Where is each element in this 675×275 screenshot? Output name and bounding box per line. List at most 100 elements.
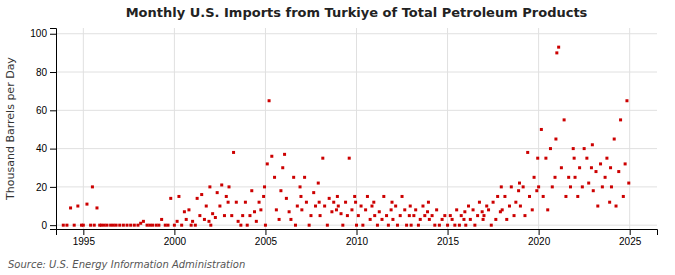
y-grid-line <box>56 225 657 226</box>
point <box>624 162 627 165</box>
point <box>232 151 235 154</box>
point <box>458 224 461 227</box>
point <box>264 224 267 227</box>
point <box>268 99 271 102</box>
point <box>91 185 94 188</box>
point <box>399 214 402 217</box>
point <box>209 224 212 227</box>
point <box>194 224 197 227</box>
point <box>421 205 424 208</box>
x-axis-line <box>57 230 658 236</box>
y-tick-label: 100 <box>30 28 47 39</box>
point <box>409 205 412 208</box>
point <box>472 208 475 211</box>
point <box>244 201 247 204</box>
point <box>615 205 618 208</box>
point <box>326 224 329 227</box>
y-tick-mark <box>50 110 56 111</box>
point <box>93 224 96 227</box>
point <box>590 166 593 169</box>
point <box>73 224 76 227</box>
x-tick-label: 1995 <box>73 236 96 247</box>
point <box>230 214 233 217</box>
y-axis-title: Thousand Barrels per Day <box>4 57 17 201</box>
y-tick-mark <box>50 72 56 73</box>
x-tick: 2025 <box>619 229 642 247</box>
point <box>563 118 566 121</box>
point <box>346 214 349 217</box>
y-tick: 20 <box>36 182 56 193</box>
point <box>288 210 291 213</box>
x-tick: 2010 <box>346 229 369 247</box>
point <box>160 218 163 221</box>
point <box>357 214 360 217</box>
point <box>494 218 497 221</box>
point <box>446 224 449 227</box>
point <box>412 214 415 217</box>
chart-title: Monthly U.S. Imports from Turkiye of Tot… <box>126 5 588 20</box>
point <box>223 214 226 217</box>
point <box>273 176 276 179</box>
point <box>473 224 476 227</box>
point <box>485 205 488 208</box>
point <box>82 224 85 227</box>
point <box>155 224 158 227</box>
point <box>308 224 311 227</box>
x-grid-line <box>629 28 630 229</box>
x-tick-label: 2010 <box>346 236 369 247</box>
point <box>608 201 611 204</box>
point <box>428 218 431 221</box>
point <box>528 195 531 198</box>
point <box>176 220 179 223</box>
point <box>492 201 495 204</box>
x-grid-line <box>265 28 266 229</box>
point <box>200 193 203 196</box>
point <box>581 185 584 188</box>
point <box>95 206 98 209</box>
point <box>382 195 385 198</box>
point <box>318 201 321 204</box>
point <box>572 147 575 150</box>
point <box>410 224 413 227</box>
x-tick-mark <box>539 229 540 235</box>
point <box>183 210 186 213</box>
point <box>263 185 266 188</box>
point <box>438 224 441 227</box>
point <box>610 185 613 188</box>
point <box>554 176 557 179</box>
y-tick-mark <box>50 149 56 150</box>
point <box>583 147 586 150</box>
point <box>259 208 262 211</box>
point <box>164 224 167 227</box>
point <box>348 157 351 160</box>
point <box>560 166 563 169</box>
point <box>373 214 376 217</box>
y-tick: 0 <box>41 220 56 231</box>
point <box>292 176 295 179</box>
point <box>605 157 608 160</box>
point <box>136 224 139 227</box>
y-tick-label: 0 <box>41 220 47 231</box>
point <box>85 203 88 206</box>
x-tick-label: 2005 <box>255 236 278 247</box>
point <box>573 157 576 160</box>
point <box>519 205 522 208</box>
point <box>180 224 183 227</box>
point <box>246 224 249 227</box>
y-tick: 100 <box>30 28 56 39</box>
point <box>419 218 422 221</box>
point <box>341 224 344 227</box>
point <box>613 138 616 141</box>
point <box>514 201 517 204</box>
point <box>354 201 357 204</box>
point <box>278 218 281 221</box>
point <box>177 195 180 198</box>
point <box>105 224 108 227</box>
point <box>551 185 554 188</box>
point <box>305 201 308 204</box>
point <box>599 162 602 165</box>
x-tick-label: 2025 <box>619 236 642 247</box>
point <box>151 224 154 227</box>
point <box>451 218 454 221</box>
point <box>299 195 302 198</box>
